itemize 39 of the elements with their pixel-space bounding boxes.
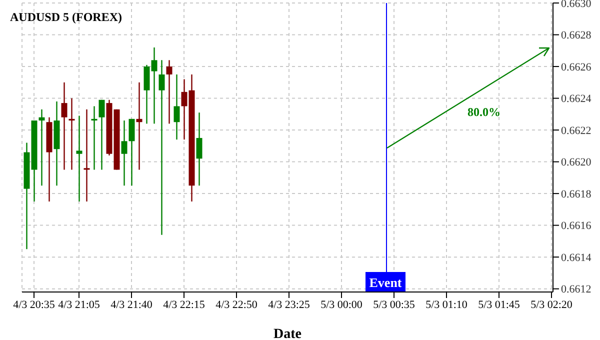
x-tick-label: 5/3 01:10 xyxy=(426,298,468,311)
x-axis-title: Date xyxy=(274,327,302,340)
y-tick-label: 0.6628 xyxy=(561,30,592,42)
y-tick-label: 0.6626 xyxy=(561,61,592,74)
y-tick-label: 0.6630 xyxy=(561,0,592,10)
candlestick xyxy=(136,82,142,170)
ref-line-label: Event xyxy=(369,275,402,290)
y-tick-label: 0.6616 xyxy=(561,220,592,232)
candlestick xyxy=(196,112,202,186)
x-tick-label: 4/3 21:05 xyxy=(58,298,100,311)
y-tick-label: 0.6620 xyxy=(561,156,592,169)
x-tick-label: 4/3 22:50 xyxy=(216,298,258,311)
y-tick-label: 0.6612 xyxy=(561,284,592,296)
candlestick xyxy=(68,98,75,170)
text: AUDUSD 5 (FOREX) xyxy=(10,10,122,25)
x-tick-label: 5/3 00:35 xyxy=(373,298,416,311)
candlestick xyxy=(38,108,45,186)
candlestick xyxy=(61,82,68,170)
y-tick-label: 0.6624 xyxy=(561,93,592,106)
x-tick-label: 4/3 22:15 xyxy=(163,298,206,311)
candlestick xyxy=(98,99,105,170)
x-tick-label: 5/3 01:45 xyxy=(478,298,520,311)
candlestick xyxy=(174,74,180,140)
x-tick-label: 4/3 20:35 xyxy=(13,298,56,311)
candlestick xyxy=(76,115,82,202)
candlestick xyxy=(128,118,135,186)
y-tick-label: 0.6622 xyxy=(561,124,592,137)
x-tick-label: 5/3 00:00 xyxy=(320,298,363,311)
candlestick xyxy=(84,108,90,202)
annotation: 80.0% xyxy=(468,105,500,119)
x-tick-label: 4/3 21:40 xyxy=(110,298,153,311)
candlestick xyxy=(91,106,98,170)
x-tick-label: 4/3 23:25 xyxy=(268,298,310,311)
y-tick-label: 0.6618 xyxy=(561,188,592,200)
y-tick-label: 0.6614 xyxy=(561,252,592,264)
candlestick xyxy=(158,60,165,236)
x-tick-label: 5/3 02:20 xyxy=(530,298,573,311)
candlestick xyxy=(166,60,172,124)
candlestick xyxy=(121,120,128,186)
